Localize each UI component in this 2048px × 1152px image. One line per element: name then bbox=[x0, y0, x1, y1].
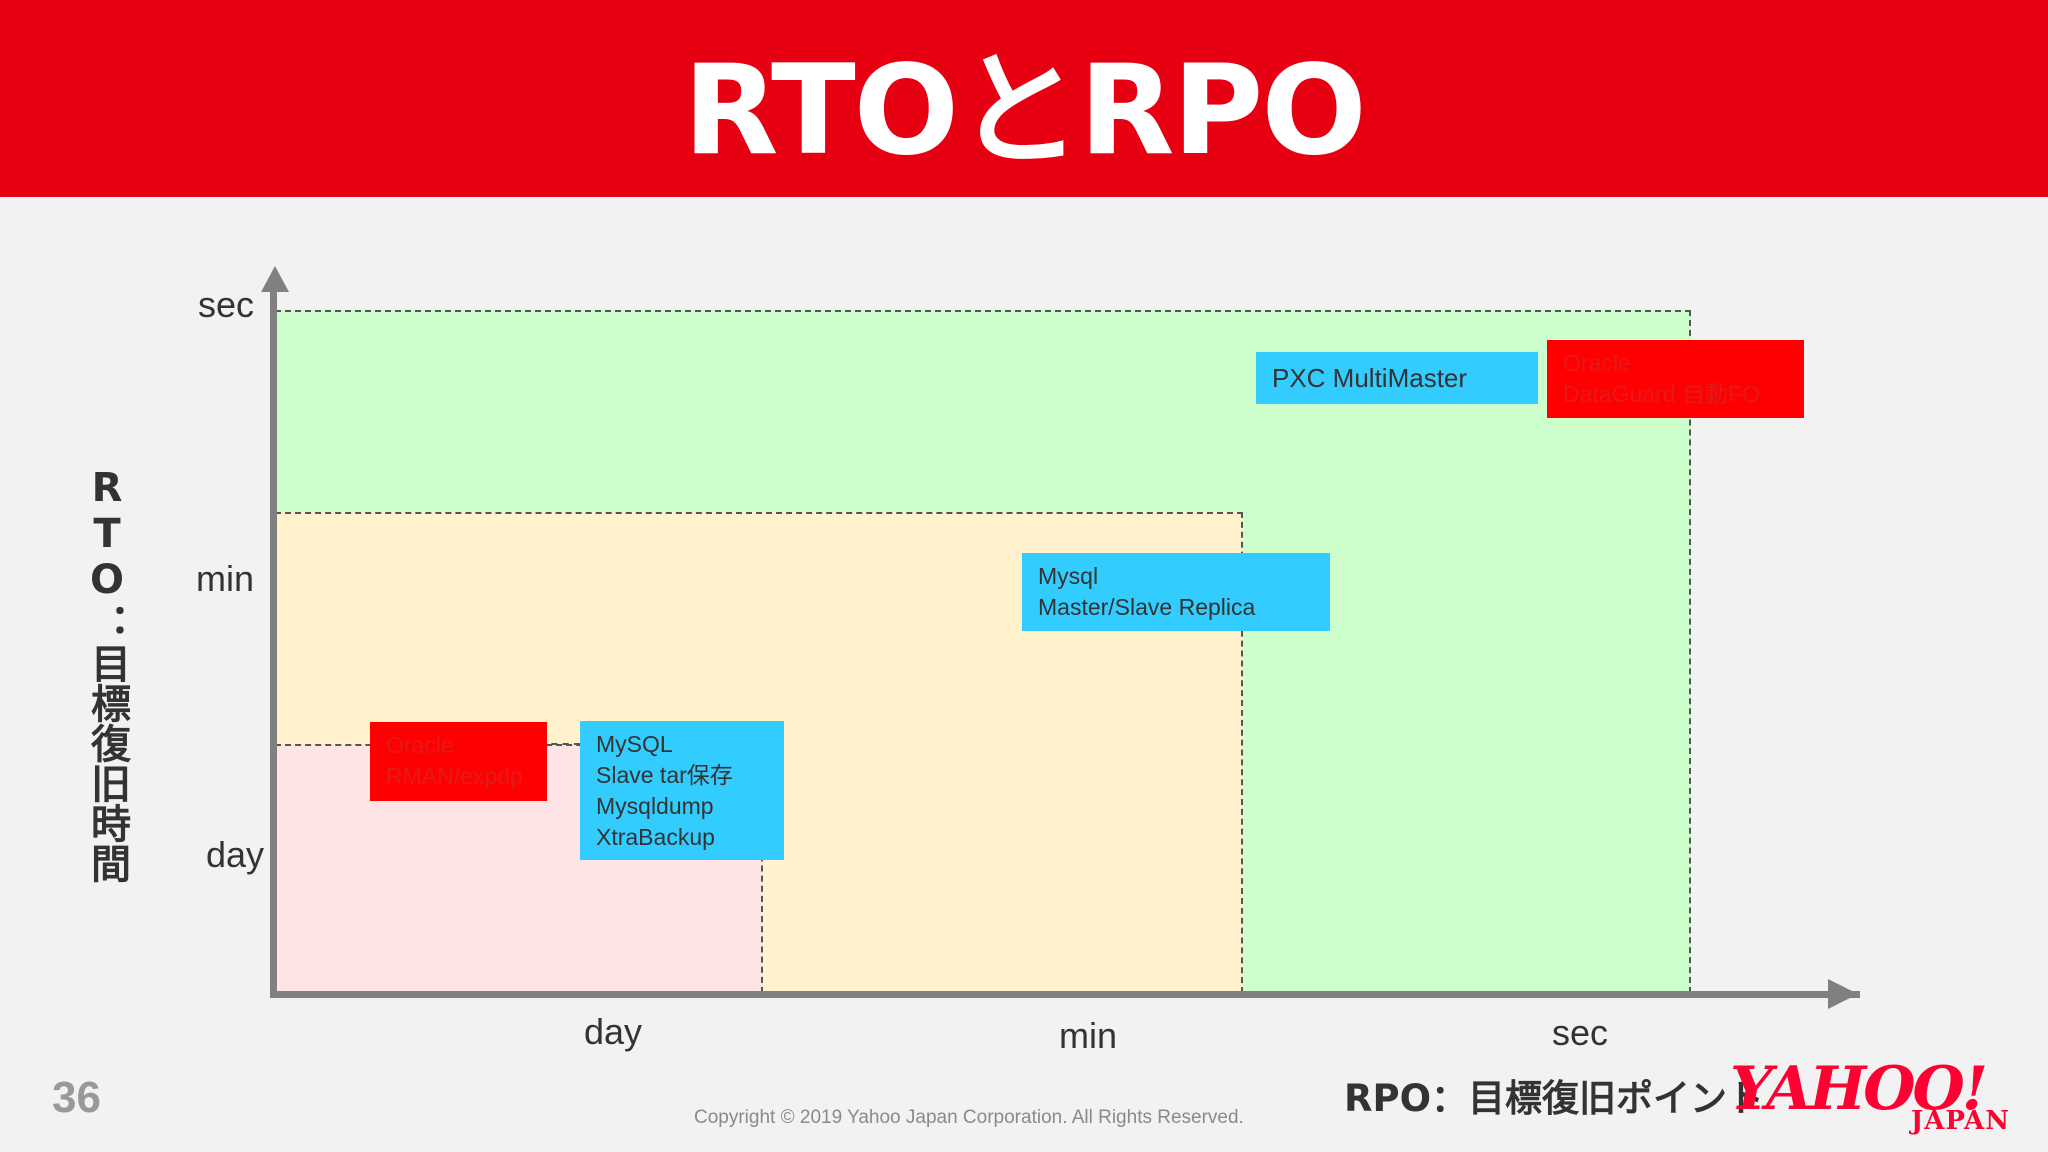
slide-header: RTOとRPO bbox=[0, 0, 2048, 197]
x-tick-label: sec bbox=[1552, 1012, 1609, 1053]
y-tick-label: day bbox=[206, 834, 265, 875]
logo-wordmark: YAHOO! bbox=[1730, 1054, 1988, 1124]
item-line: Mysqldump bbox=[596, 793, 714, 819]
item-box: PXC MultiMaster bbox=[1256, 352, 1538, 404]
yahoo-japan-logo: YAHOO! JAPAN bbox=[1730, 1054, 2030, 1136]
x-axis-arrow-icon bbox=[1828, 979, 1858, 1009]
x-axis-title: RPO：目標復旧ポイント bbox=[1344, 1077, 1765, 1120]
item-box: MySQL Slave tar保存 Mysqldump XtraBackup bbox=[580, 721, 784, 860]
item-line: Master/Slave Replica bbox=[1038, 594, 1256, 620]
item-box: Oracle RMAN/expdp bbox=[370, 722, 547, 801]
item-box: Oracle DataGuard 自動FO bbox=[1547, 340, 1804, 418]
x-axis bbox=[270, 991, 1860, 998]
region-divider-line bbox=[540, 743, 580, 745]
x-tick-label: min bbox=[1059, 1015, 1118, 1056]
logo-subtext: JAPAN bbox=[1910, 1106, 2010, 1136]
x-tick-label: day bbox=[584, 1011, 643, 1052]
y-axis-title: RTO：目標復旧時間 bbox=[84, 465, 130, 883]
item-line: RMAN/expdp bbox=[386, 763, 523, 789]
item-line: MySQL bbox=[596, 731, 673, 757]
y-axis-arrow-icon bbox=[261, 266, 289, 292]
y-tick-label: sec bbox=[198, 284, 255, 325]
y-axis bbox=[270, 285, 277, 998]
item-box: Mysql Master/Slave Replica bbox=[1022, 553, 1330, 631]
y-tick-label: min bbox=[196, 558, 255, 599]
item-line: Mysql bbox=[1038, 563, 1099, 589]
item-line: DataGuard 自動FO bbox=[1563, 381, 1760, 407]
copyright-text: Copyright © 2019 Yahoo Japan Corporation… bbox=[694, 1107, 1244, 1128]
page-number: 36 bbox=[52, 1073, 101, 1122]
item-line: XtraBackup bbox=[596, 824, 715, 850]
item-line: Oracle bbox=[1563, 350, 1631, 376]
item-line: Slave tar保存 bbox=[596, 762, 733, 788]
slide-title: RTOとRPO bbox=[683, 38, 1367, 183]
item-line: PXC MultiMaster bbox=[1272, 363, 1468, 393]
item-line: Oracle bbox=[386, 732, 454, 758]
